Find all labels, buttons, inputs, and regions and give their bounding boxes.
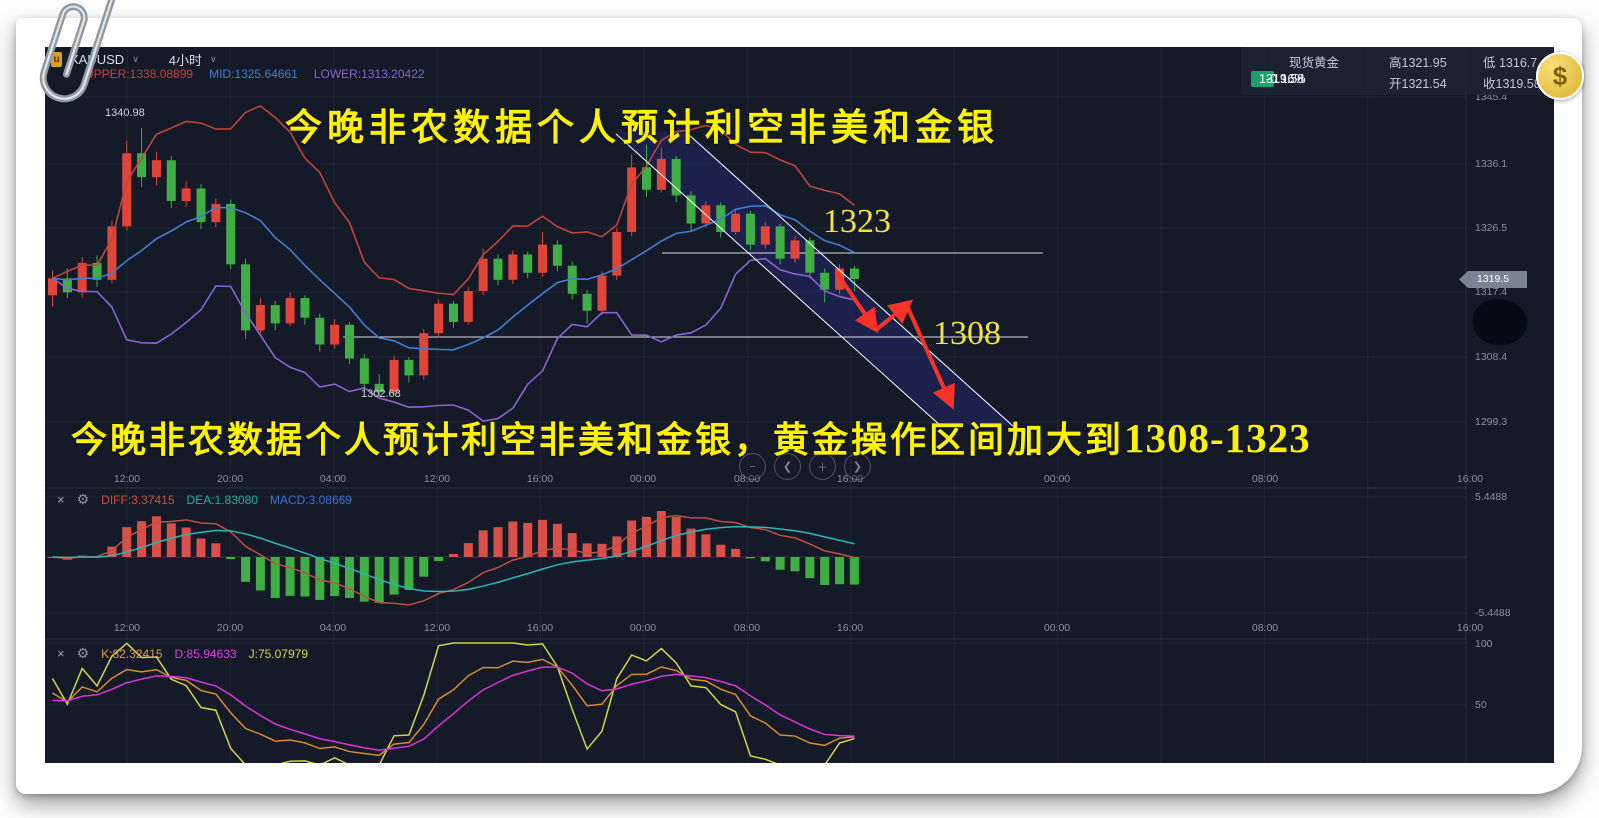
boll-lower-value: LOWER:1313.20422 xyxy=(313,67,425,81)
trading-chart-panel: 1345.4 1336.1 1326.5 1317.4 1308.4 1299.3 12:0… xyxy=(45,47,1554,763)
paperclip-icon xyxy=(39,0,117,103)
time-axis-label: 00:00 xyxy=(1044,622,1070,634)
trend-channel-fill xyxy=(613,132,1014,425)
kdj-d-line xyxy=(52,666,855,752)
kdj-j-value: J:75.07979 xyxy=(248,646,308,661)
time-axis-label: 16:00 xyxy=(527,622,553,634)
swing-low-label: 1302.68 xyxy=(361,388,401,400)
scroll-left-button[interactable]: ❮ xyxy=(774,453,801,480)
red-arrow-1 xyxy=(834,270,879,334)
boll-lower-line xyxy=(52,257,855,422)
annotation-banner-bottom: 今晚非农数据个人预计利空非美和金银，黄金操作区间加大到1308-1323 xyxy=(71,415,1311,461)
boll-mid-value: MID:1325.64661 xyxy=(209,67,298,81)
quote-change-badge: 1319.58 -0.16% xyxy=(1251,71,1306,87)
macd-pane-header: × ⚙ DIFF:3.37415 DEA:1.83080 MACD:3.0866… xyxy=(57,491,352,508)
chart-nav-controls: − ❮ ＋ ❯ xyxy=(739,453,871,480)
macd-axis-bottom: -5.4488 xyxy=(1475,607,1511,619)
bollinger-header: UPPER:1338.08899 MID:1325.64661 LOWER:13… xyxy=(85,67,425,81)
symbol-name[interactable]: XAUUSD xyxy=(70,52,125,67)
time-axis-label: 00:00 xyxy=(630,473,656,485)
main-pane xyxy=(48,104,1043,428)
time-axis-label: 04:00 xyxy=(320,473,346,485)
quote-symbol-name: 现货黄金 xyxy=(1289,56,1340,70)
time-axis-label: 12:00 xyxy=(114,473,140,485)
macd-dea-value: DEA:1.83080 xyxy=(186,492,258,507)
boll-upper-line xyxy=(52,104,855,296)
time-axis-label: 00:00 xyxy=(630,622,656,634)
time-axis-label: 04:00 xyxy=(320,622,346,634)
kdj-pane xyxy=(51,642,855,763)
kdj-d-value: D:85.94633 xyxy=(174,646,237,661)
symbol-toolbar: u XAUUSD ∨ 4小时 ∨ xyxy=(51,50,217,69)
time-axis-label: 08:00 xyxy=(734,622,760,634)
kdj-axis-100: 100 xyxy=(1475,638,1493,650)
candles-layer xyxy=(48,128,859,398)
time-axis-label: 20:00 xyxy=(217,622,243,634)
quote-open: 开1321.54 xyxy=(1389,77,1447,91)
support-level-label: 1308 xyxy=(933,315,1001,352)
price-axis-label: 1308.4 xyxy=(1475,351,1507,363)
scroll-right-button[interactable]: ❯ xyxy=(844,453,871,480)
photo-frame: 1345.4 1336.1 1326.5 1317.4 1308.4 1299.3 12:0… xyxy=(16,18,1584,794)
macd-macd-value: MACD:3.08669 xyxy=(269,492,352,507)
interval-selector[interactable]: 4小时 xyxy=(168,53,203,68)
time-axis-label: 12:00 xyxy=(114,622,140,634)
time-axis-label: 16:00 xyxy=(1457,622,1483,634)
macd-dea-line xyxy=(52,525,855,593)
quote-low: 低 1316.7 xyxy=(1483,56,1538,70)
kdj-k-line xyxy=(52,658,855,757)
axis-labels: 1345.41336.11326.51317.41308.41299.312:0… xyxy=(114,91,1511,711)
price-axis-label: 1299.3 xyxy=(1475,416,1507,428)
dollar-coin-icon: $ xyxy=(1536,52,1584,100)
macd-diff-value: DIFF:3.37415 xyxy=(101,492,175,507)
macd-settings-gear-icon[interactable]: ⚙ xyxy=(76,491,90,507)
annotation-banner-top: 今晚非农数据个人预计利空非美和金银 xyxy=(285,107,999,148)
symbol-dropdown-caret-icon[interactable]: ∨ xyxy=(132,54,139,64)
grid-layer xyxy=(45,47,1467,763)
red-arrow-3 xyxy=(906,307,955,410)
macd-dif-line xyxy=(52,514,855,606)
paperclip-decoration xyxy=(28,0,138,141)
quote-high: 高1321.95 xyxy=(1389,56,1447,70)
price-chart-canvas[interactable]: 1345.41336.11326.51317.41308.41299.312:0… xyxy=(45,47,1554,763)
kdj-axis-50: 50 xyxy=(1475,699,1487,711)
dark-watermark-blob xyxy=(1473,299,1527,345)
time-axis-label: 08:00 xyxy=(1252,473,1278,485)
macd-close-icon[interactable]: × xyxy=(57,492,65,507)
kdj-pane-header: × ⚙ K:82.32415 D:85.94633 J:75.07979 xyxy=(57,645,308,662)
swing-high-label: 1340.98 xyxy=(105,107,145,119)
symbol-logo-icon: u xyxy=(51,52,62,67)
time-axis-label: 16:00 xyxy=(837,622,863,634)
quote-close: 收1319.58 xyxy=(1483,77,1541,91)
time-axis-label: 12:00 xyxy=(424,473,450,485)
price-axis-label: 1317.4 xyxy=(1475,286,1507,298)
boll-upper-value: UPPER:1338.08899 xyxy=(85,67,194,81)
red-arrow-2 xyxy=(874,299,914,332)
price-axis-label: 1326.5 xyxy=(1475,222,1507,234)
macd-axis-top: 5.4488 xyxy=(1475,491,1507,503)
channel-line-b xyxy=(687,133,1015,428)
interval-dropdown-caret-icon[interactable]: ∨ xyxy=(210,54,217,64)
time-axis-label: 08:00 xyxy=(1252,622,1278,634)
time-axis-label: 20:00 xyxy=(217,473,243,485)
annotation-range: 1308-1323 xyxy=(1124,415,1311,461)
kdj-j-line xyxy=(51,642,855,763)
price-axis-label: 1336.1 xyxy=(1475,158,1507,170)
zoom-in-button[interactable]: ＋ xyxy=(809,453,836,480)
time-axis-label: 16:00 xyxy=(527,473,553,485)
current-price-tag: 1319.5 xyxy=(1459,271,1527,288)
resistance-level-label: 1323 xyxy=(823,203,891,240)
channel-line-a xyxy=(615,133,943,428)
quote-panel: 现货黄金 高1321.95 低 1316.7 1319.58 -0.16% 开1… xyxy=(1241,47,1554,95)
time-axis-label: 00:00 xyxy=(1044,473,1070,485)
boll-mid-line xyxy=(52,204,855,351)
kdj-settings-gear-icon[interactable]: ⚙ xyxy=(76,645,90,661)
zoom-out-button[interactable]: − xyxy=(739,453,766,480)
kdj-k-value: K:82.32415 xyxy=(101,646,163,661)
kdj-close-icon[interactable]: × xyxy=(57,646,65,661)
macd-pane xyxy=(45,511,1466,606)
time-axis-label: 16:00 xyxy=(1457,473,1483,485)
time-axis-label: 12:00 xyxy=(424,622,450,634)
